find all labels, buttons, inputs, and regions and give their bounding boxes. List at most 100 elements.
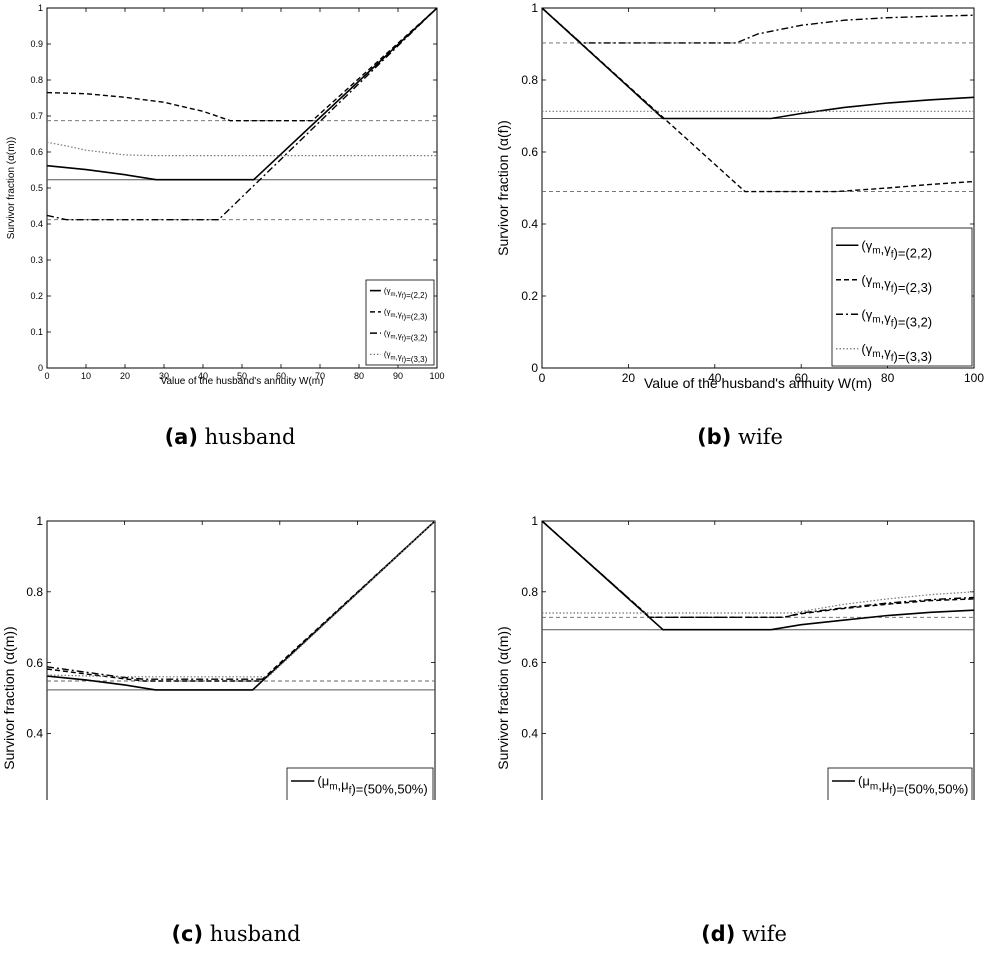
chart-a: 0 10 20 30 40 50 60 70 80 90 100 0 0.1 0.2 0.3 0.4 0.5 0.… xyxy=(6,3,445,387)
caption-c-label: (c) xyxy=(171,922,204,946)
caption-b-label: (b) xyxy=(697,425,732,449)
series-line xyxy=(47,8,437,181)
x-tick-label: 20 xyxy=(120,371,130,381)
y-tick-label: 1 xyxy=(36,514,43,528)
x-tick-label: 60 xyxy=(795,371,809,385)
y-tick-label: 0.6 xyxy=(521,656,538,670)
y-tick-label: 1 xyxy=(531,1,538,15)
x-tick-label: 40 xyxy=(198,371,208,381)
caption-a-text: husband xyxy=(204,425,296,449)
y-tick-label: 0.6 xyxy=(521,145,538,159)
x-tick-label: 60 xyxy=(276,371,286,381)
series-line xyxy=(47,521,435,682)
series-line xyxy=(47,8,437,221)
series-line xyxy=(47,521,435,691)
y-tick-label: 0.1 xyxy=(30,327,43,337)
legend-box xyxy=(286,767,434,800)
series-line xyxy=(542,8,974,44)
y-tick-label: 0.8 xyxy=(521,585,538,599)
x-tick-label: 20 xyxy=(622,371,636,385)
y-tick-label: 0.9 xyxy=(30,39,43,49)
legend-label: (γm,γf)=(2,2) xyxy=(384,286,428,300)
y-tick-label: 0.6 xyxy=(26,656,43,670)
x-tick-label: 10 xyxy=(81,371,91,381)
y-tick-label: 0.2 xyxy=(26,797,43,800)
x-axis-label: Value of the husband's annuity W(m) xyxy=(161,376,324,387)
y-axis-label: Survivor fraction (α(f)) xyxy=(495,120,511,256)
caption-a: (a) husband xyxy=(165,425,296,449)
caption-c: (c) husband xyxy=(171,922,300,946)
legend: (γm,γf)=(2,2) (γm,γf)=(2,3) (γm,γf)=(3,2) (… xyxy=(365,279,435,366)
legend-label: (γm,γf)=(3,3) xyxy=(861,341,932,364)
series-line xyxy=(542,521,974,619)
caption-d-label: (d) xyxy=(701,922,736,946)
y-tick-label: 0.4 xyxy=(521,727,538,741)
caption-b: (b) wife xyxy=(697,425,783,449)
y-tick-label: 0.2 xyxy=(521,797,538,800)
series-line xyxy=(47,8,437,122)
legend-label: (γm,γf)=(2,3) xyxy=(384,308,428,322)
y-axis-label: Survivor fraction (α(m)) xyxy=(1,626,17,769)
series-line xyxy=(47,141,437,157)
x-tick-label: 80 xyxy=(354,371,364,381)
x-tick-label: 50 xyxy=(237,371,247,381)
y-tick-label: 0.4 xyxy=(26,727,43,741)
y-tick-label: 0.7 xyxy=(30,111,43,121)
y-tick-label: 0.6 xyxy=(30,147,43,157)
series-line xyxy=(47,521,435,680)
y-tick-label: 0 xyxy=(38,363,43,373)
x-tick-label: 80 xyxy=(881,371,895,385)
caption-a-label: (a) xyxy=(164,425,198,449)
x-tick-label: 40 xyxy=(708,371,722,385)
legend-label: (γm,γf)=(3,2) xyxy=(384,329,428,343)
x-tick-label: 70 xyxy=(315,371,325,381)
series-line xyxy=(47,521,435,678)
caption-c-text: husband xyxy=(209,922,301,946)
plot-frame xyxy=(541,7,975,369)
legend-label: (γm,γf)=(2,3) xyxy=(861,272,932,295)
y-axis-label: Survivor fraction (α(m)) xyxy=(6,137,17,239)
legend-label: (γm,γf)=(3,2) xyxy=(861,307,932,330)
plot-frame xyxy=(46,520,436,800)
y-tick-label: 1 xyxy=(531,514,538,528)
plot-frame xyxy=(541,520,975,800)
x-tick-label: 0 xyxy=(539,371,546,385)
y-tick-label: 0.4 xyxy=(30,219,43,229)
y-tick-label: 0 xyxy=(531,361,538,375)
x-tick-label: 100 xyxy=(429,371,444,381)
series-line xyxy=(542,8,974,193)
series-line xyxy=(542,521,974,619)
legend: (μm,μf)=(50%,50%)(μm,μf)=(50%,70%)(μm,μf… xyxy=(286,767,434,800)
series-line xyxy=(542,521,974,631)
y-tick-label: 0.5 xyxy=(30,183,43,193)
legend-label: (μm,μf)=(50%,50%) xyxy=(858,774,968,797)
y-tick-label: 0.8 xyxy=(26,585,43,599)
y-tick-label: 0.2 xyxy=(30,291,43,301)
y-tick-label: 0.8 xyxy=(521,73,538,87)
series-line xyxy=(542,8,974,120)
y-tick-label: 0.4 xyxy=(521,217,538,231)
y-tick-label: 0.8 xyxy=(30,75,43,85)
legend-label: (μm,μf)=(50%,50%) xyxy=(317,774,427,797)
x-tick-label: 90 xyxy=(393,371,403,381)
legend: (γm,γf)=(2,2) (γm,γf)=(2,3) (γm,γf)=(3,2) (… xyxy=(831,227,973,367)
y-tick-label: 1 xyxy=(38,3,43,13)
caption-d: (d) wife xyxy=(701,922,787,946)
chart-b: 0 20 40 60 80 100 0 0.2 0.4 0.6 0.8 1 Value of the h… xyxy=(495,1,984,391)
caption-d-text: wife xyxy=(742,922,787,946)
caption-b-text: wife xyxy=(738,425,783,449)
x-axis-label: Value of the husband's annuity W(m) xyxy=(644,375,872,391)
legend-label: (γm,γf)=(3,3) xyxy=(384,350,428,364)
series-line xyxy=(542,591,974,614)
x-tick-label: 100 xyxy=(964,371,984,385)
x-tick-label: 0 xyxy=(44,371,49,381)
legend-box xyxy=(831,227,973,367)
y-axis-label: Survivor fraction (α(m)) xyxy=(495,626,511,769)
legend-label: (γm,γf)=(2,2) xyxy=(861,238,932,261)
y-tick-label: 0.2 xyxy=(521,289,538,303)
x-tick-label: 30 xyxy=(159,371,169,381)
y-tick-label: 0.3 xyxy=(30,255,43,265)
legend-box xyxy=(827,767,973,800)
legend-box xyxy=(365,279,435,366)
